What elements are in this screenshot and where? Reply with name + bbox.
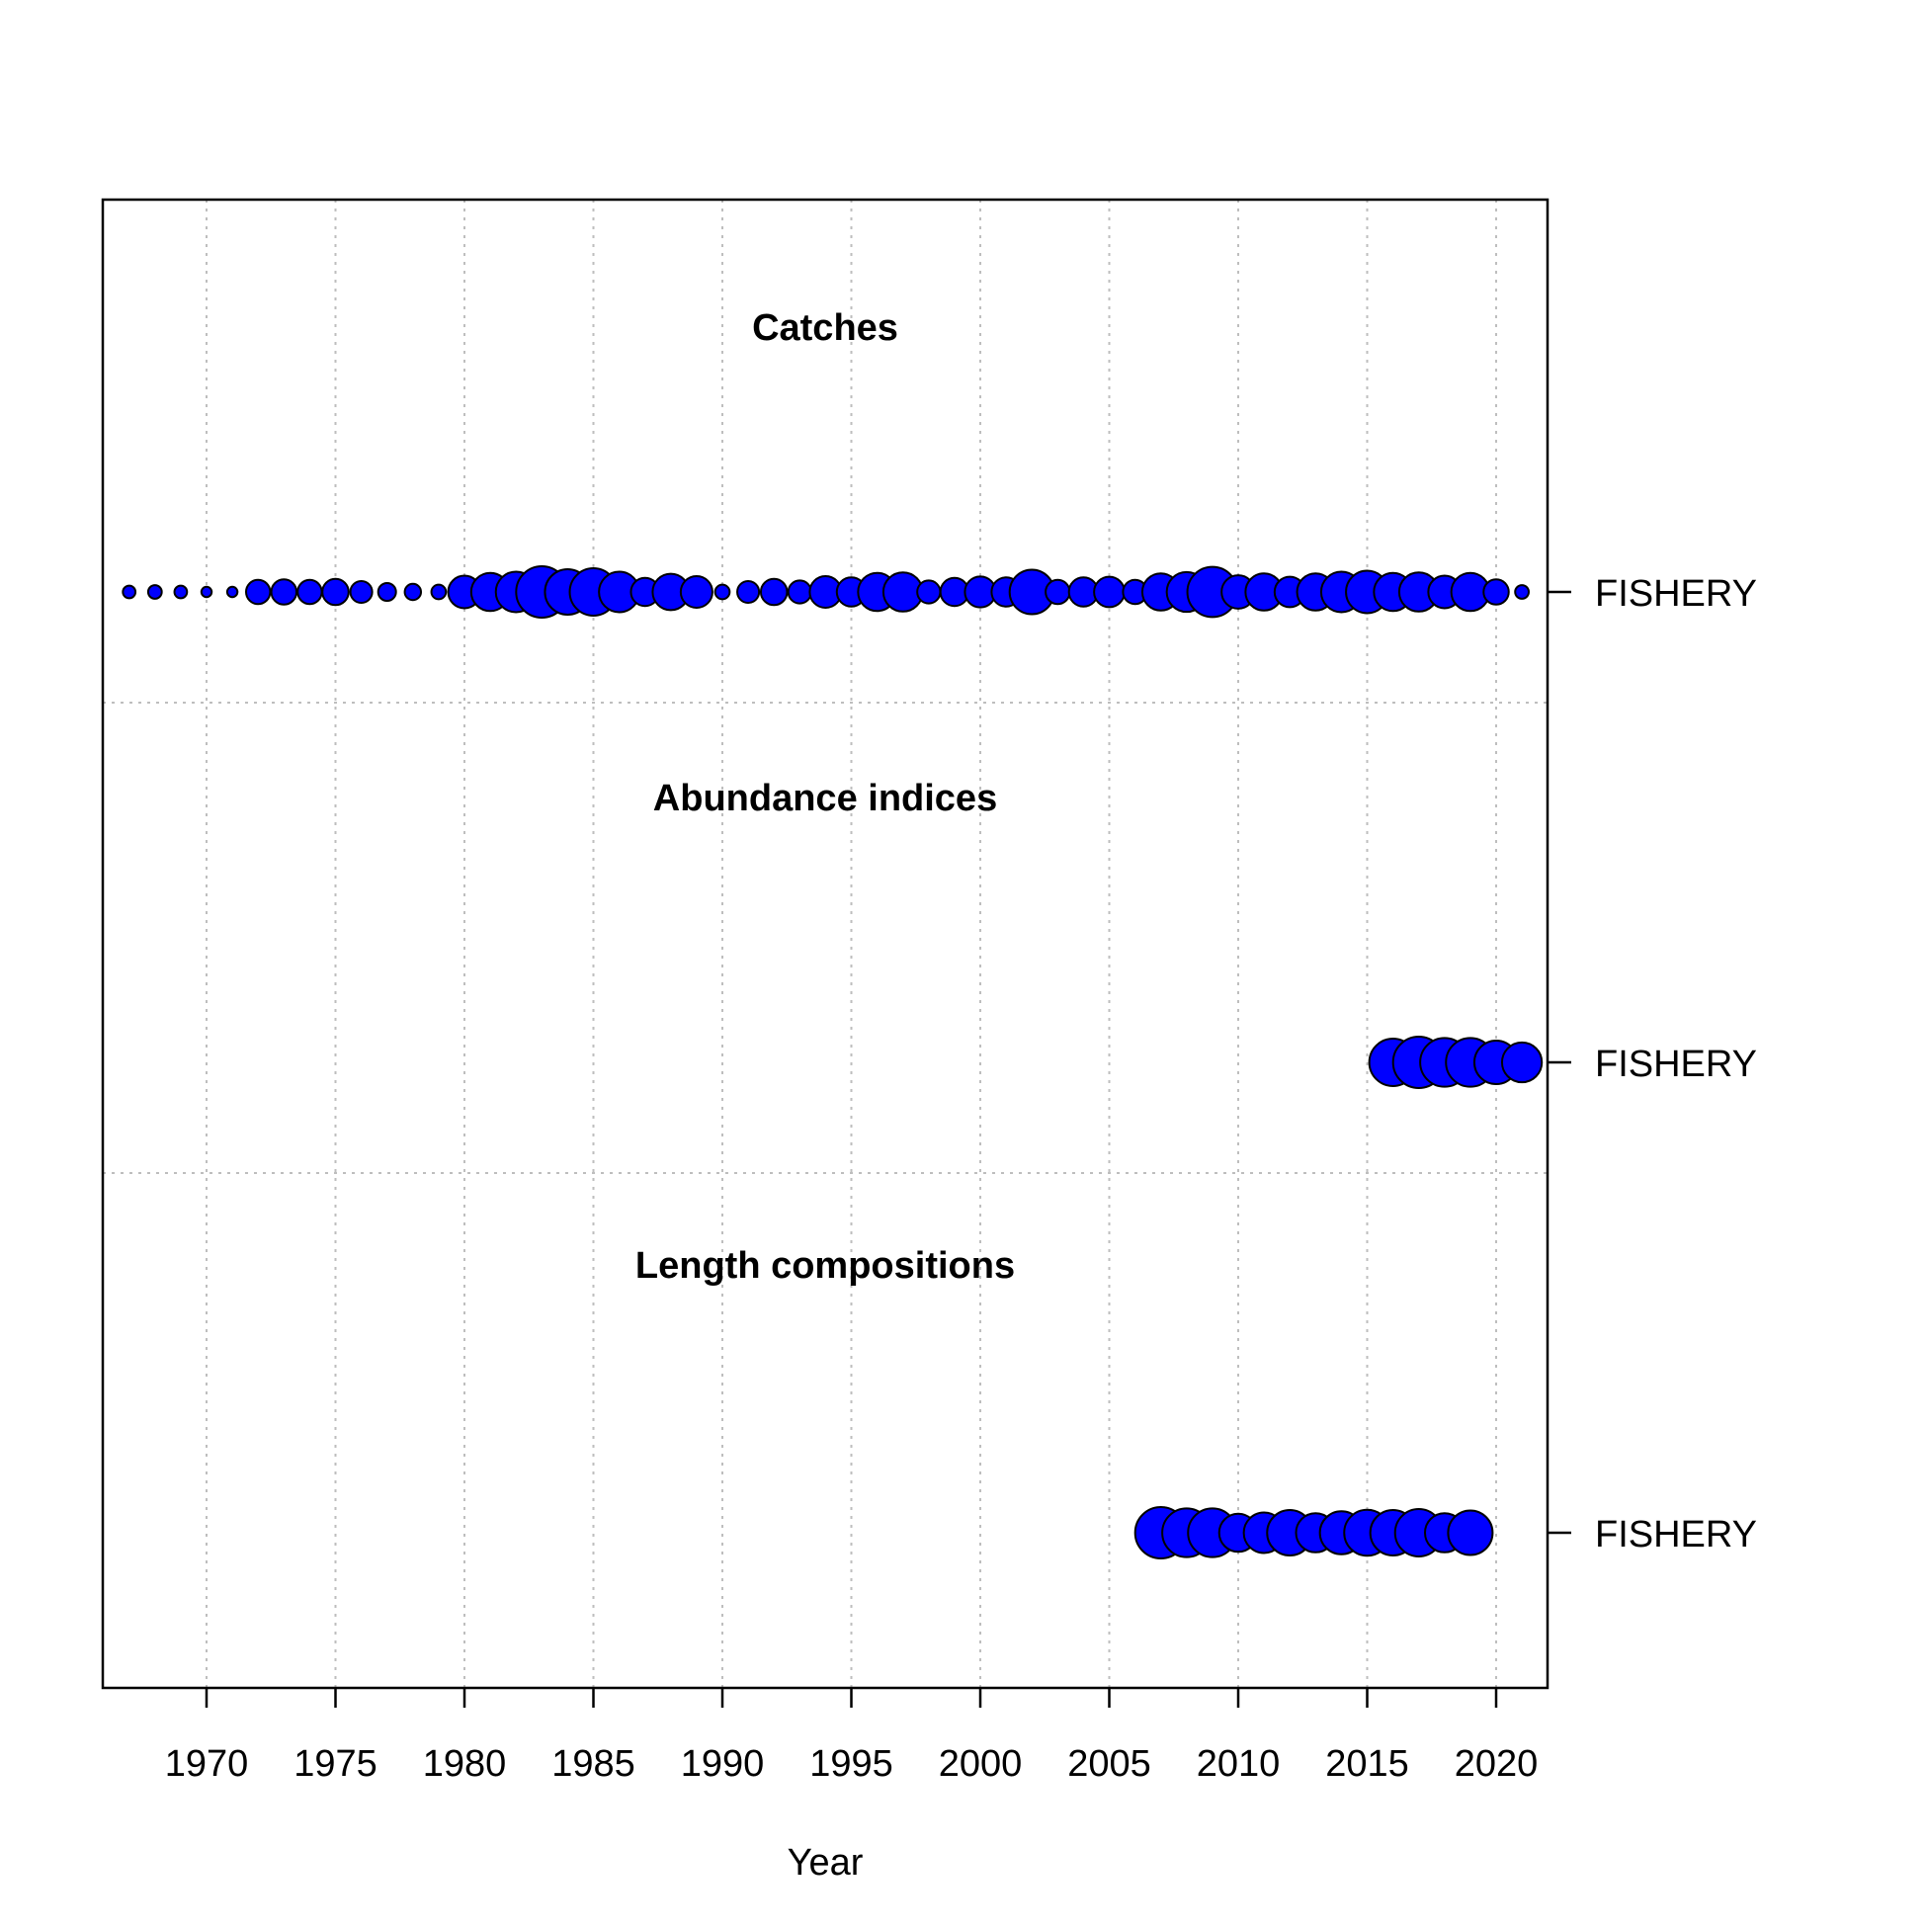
bubble-point — [713, 583, 731, 601]
bubble-point — [916, 579, 942, 605]
bubble-point — [296, 578, 323, 606]
plot-frame — [101, 198, 1550, 1690]
bubble-point — [1093, 575, 1126, 609]
panel-title: Catches — [752, 307, 898, 349]
bubble-point — [1447, 1509, 1494, 1556]
x-tick-label: 1990 — [681, 1743, 765, 1785]
bubble-point — [122, 584, 137, 600]
x-tick-label: 2020 — [1455, 1743, 1539, 1785]
fleet-label: FISHERY — [1595, 573, 1757, 615]
bubble-point — [173, 584, 189, 600]
bubble-point — [1045, 578, 1071, 606]
x-tick-label: 2000 — [939, 1743, 1023, 1785]
bubble-point — [759, 577, 789, 607]
bubble-point — [430, 583, 448, 601]
panel-title: Length compositions — [635, 1245, 1015, 1287]
fleet-axis: FISHERY FISHERY FISHERY — [1548, 573, 1757, 1555]
panel-titles: Catches Abundance indices Length compositi… — [635, 307, 1015, 1287]
bubble-point — [377, 581, 397, 603]
x-tick-label: 1995 — [809, 1743, 893, 1785]
bubble-point — [200, 585, 213, 599]
x-tick-label: 2005 — [1067, 1743, 1151, 1785]
bubble-layer — [122, 565, 1544, 1559]
x-tick-label: 2015 — [1325, 1743, 1409, 1785]
bubble-point — [1482, 578, 1510, 606]
bubble-point — [1514, 584, 1530, 600]
x-tick-label: 1985 — [551, 1743, 635, 1785]
grid-layer — [103, 200, 1548, 1688]
bubble-point — [403, 582, 423, 602]
bubble-point — [245, 578, 272, 606]
x-axis: 1970 1975 1980 1985 1990 1995 2000 2005 2010 2015… — [165, 1688, 1539, 1785]
fleet-label: FISHERY — [1595, 1514, 1757, 1555]
x-axis-title: Year — [788, 1842, 864, 1884]
bubble-point — [225, 585, 239, 599]
x-tick-label: 2010 — [1197, 1743, 1281, 1785]
bubble-point — [787, 579, 812, 605]
panel-title: Abundance indices — [653, 778, 997, 819]
fleet-label: FISHERY — [1595, 1044, 1757, 1085]
bubble-point — [270, 578, 298, 606]
bubble-point — [349, 579, 374, 605]
bubble-point — [679, 574, 713, 610]
x-tick-label: 1980 — [423, 1743, 507, 1785]
bubble-point — [146, 584, 163, 600]
x-tick-label: 1975 — [293, 1743, 377, 1785]
x-tick-label: 1970 — [165, 1743, 249, 1785]
bubble-point — [1500, 1041, 1544, 1084]
bubble-point — [736, 579, 761, 605]
bubble-point — [321, 577, 350, 607]
